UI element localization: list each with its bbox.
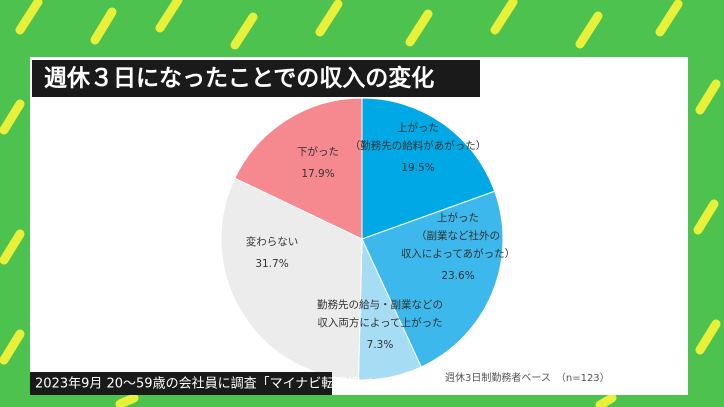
slice-label: 収入両方によって上がった xyxy=(317,316,442,329)
slice-label: 上がった xyxy=(397,121,439,134)
pie-slice xyxy=(361,97,496,240)
value-label: 17.9% xyxy=(301,168,334,180)
value-label: 31.7% xyxy=(255,258,288,270)
slice-label: 変わらない xyxy=(246,235,299,248)
pie-slice xyxy=(361,190,504,368)
title-box xyxy=(32,60,480,97)
value-label: 7.3% xyxy=(367,339,394,351)
source-box xyxy=(30,372,332,395)
slice-label: 下がった xyxy=(297,145,339,158)
pie-slice xyxy=(234,97,363,240)
slice-label: （勤務先の給料があがった） xyxy=(350,139,487,152)
slice-label: 収入によってあがった） xyxy=(401,247,515,260)
value-label: 19.5% xyxy=(401,162,434,174)
source: 2023年9月 20～59歳の会社員に調査「マイナビ転職調べ」 xyxy=(35,376,386,392)
value-label: 23.6% xyxy=(441,270,474,282)
note: 週休3日制勤務者ベース （n=123） xyxy=(445,371,610,384)
slice-label: （副業など社外の xyxy=(416,229,500,242)
slice-label: 上がった xyxy=(437,211,479,224)
chart-title: 週休３日になったことでの収入の変化 xyxy=(44,65,434,92)
slice-label: 勤務先の給与・副業などの xyxy=(317,298,443,311)
pie: 上がった （勤務先の給料があがった） 19.5% 上がった （副業など社外の収入によって… xyxy=(220,97,515,381)
